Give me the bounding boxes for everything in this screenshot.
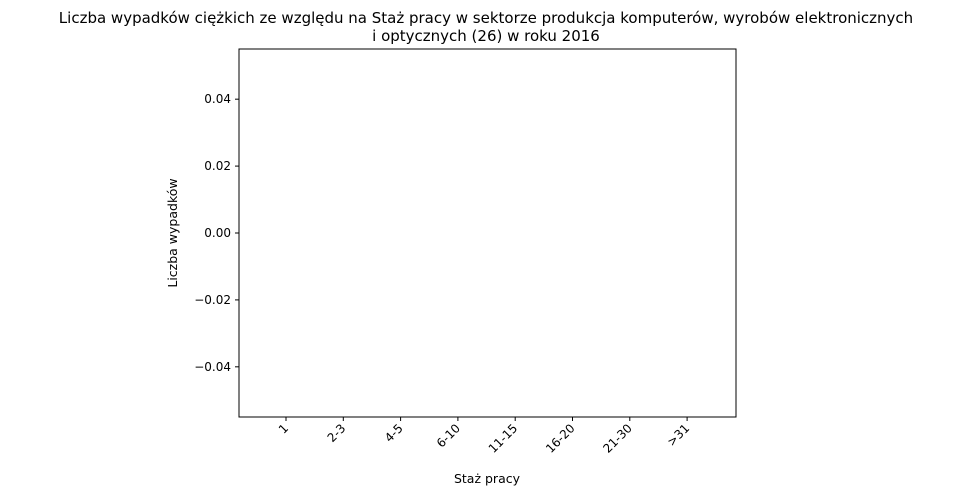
y-tick-label: −0.02 <box>194 293 231 307</box>
x-tick-label: 4-5 <box>382 421 406 445</box>
x-tick-label: 11-15 <box>486 421 521 456</box>
x-tick-label: 21-30 <box>600 421 635 456</box>
plot-area-frame <box>238 48 737 418</box>
x-tick-label: 6-10 <box>434 421 463 450</box>
x-tick-label: 16-20 <box>543 421 578 456</box>
chart-title-line-1: Liczba wypadków ciężkich ze względu na S… <box>59 9 913 27</box>
y-tick-label: 0.04 <box>204 92 231 106</box>
y-tick-label: 0.02 <box>204 159 231 173</box>
x-tick-label: 1 <box>276 421 291 436</box>
y-axis-label: Liczba wypadków <box>165 178 180 287</box>
y-axis-ticks: −0.04 −0.02 0.00 0.02 0.04 <box>194 92 239 374</box>
x-axis-ticks: 1 2-3 4-5 6-10 11-15 16-20 21-30 >31 <box>276 417 692 456</box>
chart-title-line-2: i optycznych (26) w roku 2016 <box>372 27 600 45</box>
x-tick-label: >31 <box>664 421 692 449</box>
y-tick-label: 0.00 <box>204 226 231 240</box>
y-tick-label: −0.04 <box>194 360 231 374</box>
x-axis-label: Staż pracy <box>454 471 521 486</box>
x-tick-label: 2-3 <box>325 421 349 445</box>
